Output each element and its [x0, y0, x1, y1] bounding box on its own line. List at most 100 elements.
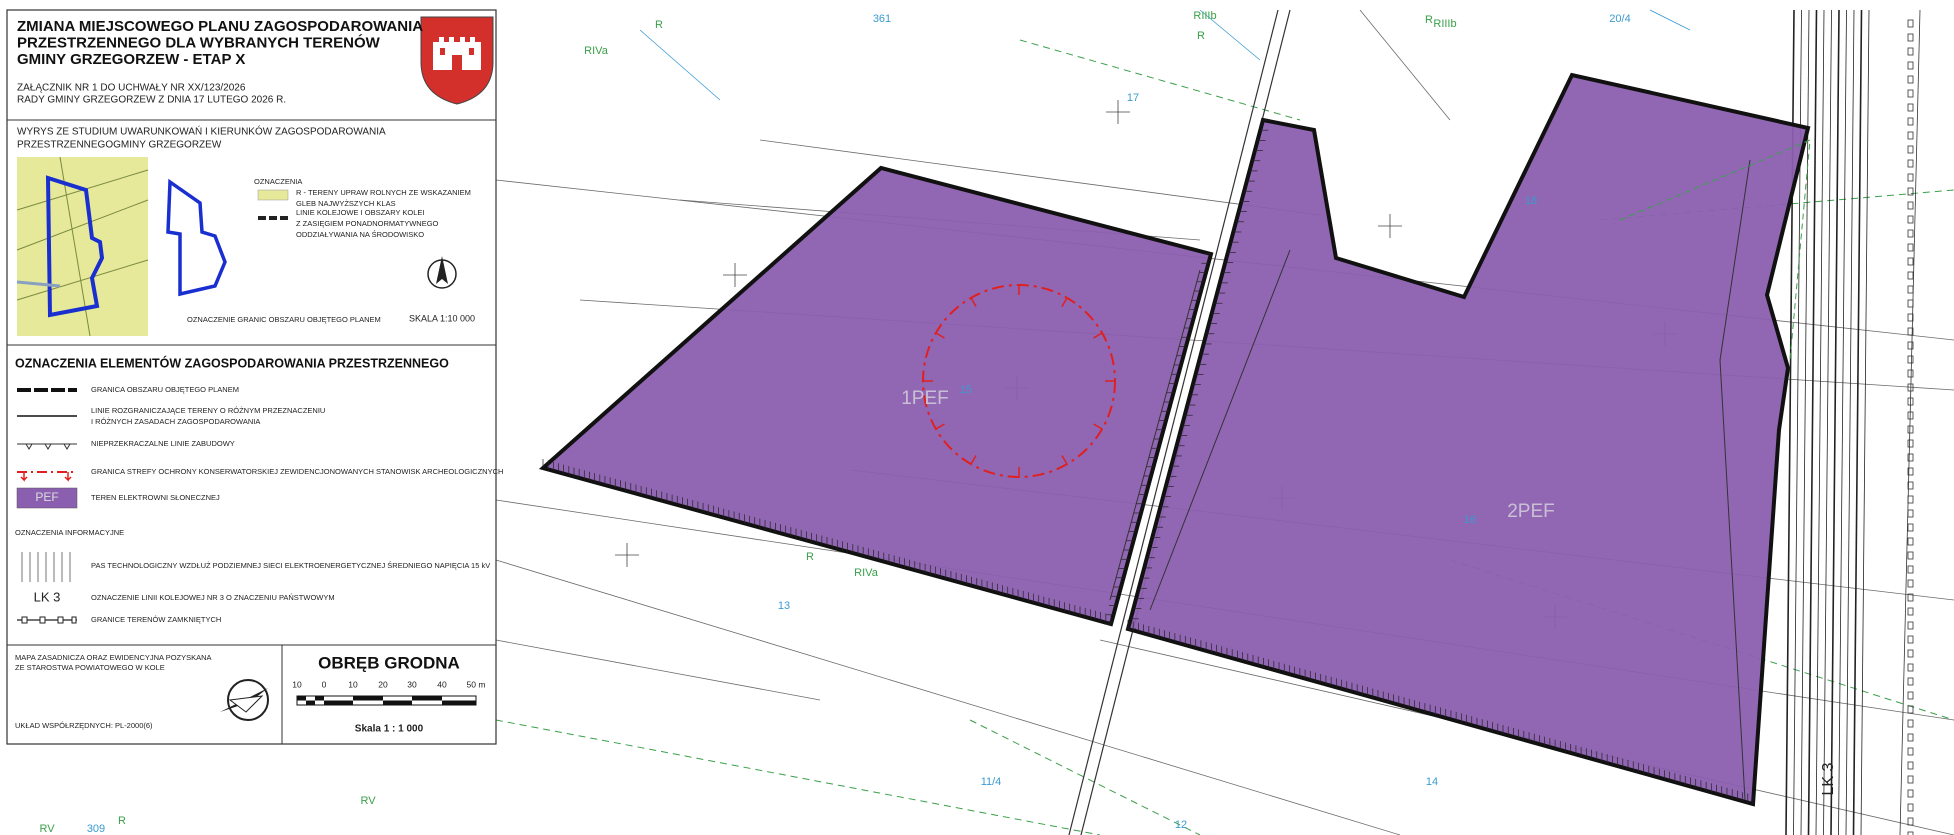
map-line — [1807, 9, 1818, 835]
map-line — [1907, 775, 1914, 784]
legend-item: LINIE ROZGRANICZAJĄCE TERENY O RÓŻNYM PR… — [91, 406, 325, 415]
map-line — [1907, 551, 1914, 560]
map-line — [495, 639, 821, 701]
scale-tick-label: 0 — [322, 679, 327, 689]
map-line — [1907, 481, 1914, 490]
map-label: R — [806, 551, 814, 563]
scale-tick-label: 30 — [407, 679, 417, 689]
scale-text: Skala 1 : 1 000 — [355, 724, 424, 735]
map-line — [1907, 369, 1914, 378]
map-line — [1907, 47, 1914, 56]
map-line — [1907, 229, 1914, 238]
map-line — [1907, 579, 1914, 588]
map-label: RIIIb — [1193, 10, 1216, 22]
legend-panel: ZMIANA MIEJSCOWEGO PLANU ZAGOSPODAROWANI… — [6, 9, 503, 745]
map-line — [1907, 75, 1914, 84]
map-label: R — [655, 19, 663, 31]
map-line — [1907, 89, 1914, 98]
map-line — [639, 29, 721, 101]
map-line — [1860, 9, 1870, 835]
map-line — [1823, 9, 1832, 835]
map-line — [1907, 187, 1914, 196]
map-line — [1649, 9, 1691, 31]
map-line — [1907, 635, 1914, 644]
map-line — [1800, 9, 1810, 835]
map-label: RIVa — [854, 567, 879, 579]
map-line — [1199, 9, 1261, 61]
map-line — [1907, 719, 1914, 728]
map-line — [1907, 467, 1914, 476]
scale-bar — [296, 695, 477, 706]
map-line — [1815, 9, 1825, 835]
map-label: 18 — [1525, 195, 1537, 207]
legend-symbol: LK 3 — [34, 589, 61, 604]
map-line — [1907, 327, 1914, 336]
map-line — [1907, 439, 1914, 448]
map-line — [970, 297, 977, 307]
map-line — [1907, 313, 1914, 322]
map-line — [1907, 201, 1914, 210]
map-line — [1907, 103, 1914, 112]
map-line — [1907, 173, 1914, 182]
coords-text: UKŁAD WSPÓŁRZĘDNYCH: PL-2000(6) — [15, 721, 153, 730]
panel-frame — [6, 9, 497, 745]
map-line — [1907, 537, 1914, 546]
map-line — [1907, 705, 1914, 714]
map-line — [1907, 19, 1914, 28]
precinct-name: OBRĘB GRODNA — [318, 653, 460, 672]
map-line — [969, 719, 1201, 835]
info-item: PAS TECHNOLOGICZNY WZDŁUŻ PODZIEMNEJ SIE… — [91, 561, 490, 570]
map-line — [1068, 9, 1279, 835]
legend-item: GRANICA OBSZARU OBJĘTEGO PLANEM — [91, 385, 239, 394]
map-line — [1907, 593, 1914, 602]
resolution-text: RADY GMINY GRZEGORZEW Z DNIA 17 LUTEGO 2… — [17, 95, 286, 106]
map-line — [1907, 341, 1914, 350]
map-line — [1907, 649, 1914, 658]
north-arrow — [220, 679, 269, 721]
map-line — [935, 332, 945, 339]
legend-item: TEREN ELEKTROWNI SŁONECZNEJ — [91, 493, 220, 502]
map-line — [1061, 297, 1068, 307]
map-label: 13 — [778, 600, 790, 612]
map-line — [495, 559, 1401, 835]
scale-tick-label: 10 — [292, 679, 302, 689]
boundary-note: OZNACZENIE GRANIC OBSZARU OBJĘTEGO PLANE… — [187, 315, 381, 324]
coat-of-arms — [420, 16, 494, 105]
plan-title: ZMIANA MIEJSCOWEGO PLANU ZAGOSPODAROWANI… — [17, 18, 423, 35]
map-line — [1907, 621, 1914, 630]
info-item: GRANICE TERENÓW ZAMKNIĘTYCH — [91, 615, 221, 624]
info-item: OZNACZENIE LINII KOLEJOWEJ NR 3 O ZNACZE… — [91, 593, 335, 602]
map-line — [1907, 243, 1914, 252]
solar-plant-area — [1125, 72, 1811, 807]
map-line — [1907, 425, 1914, 434]
study-legend-heading: OZNACZENIA — [254, 177, 302, 186]
map-line — [1907, 523, 1914, 532]
map-line — [1907, 691, 1914, 700]
map-line — [1061, 455, 1068, 465]
map-line — [1907, 789, 1914, 798]
map-label: RV — [360, 795, 376, 807]
map-line — [1907, 817, 1914, 826]
map-line — [1907, 565, 1914, 574]
source-text: ZE STAROSTWA POWIATOWEGO W KOLE — [15, 663, 165, 672]
resolution-text: ZAŁĄCZNIK NR 1 DO UCHWAŁY NR XX/123/2026 — [17, 83, 246, 94]
legend-title: OZNACZENIA ELEMENTÓW ZAGOSPODAROWANIA PR… — [15, 355, 449, 370]
building-line — [1109, 269, 1201, 601]
map-label: RIIIb — [1433, 18, 1456, 30]
map-line — [1838, 9, 1847, 835]
legend-item: NIEPRZEKRACZALNE LINIE ZABUDOWY — [91, 439, 235, 448]
map-line — [1907, 453, 1914, 462]
study-legend-item: GLEB NAJWYŻSZYCH KLAS — [296, 199, 396, 208]
legend-symbol: PEF — [35, 490, 58, 504]
map-label: 16 — [1464, 514, 1476, 526]
study-legend-item: R - TERENY UPRAW ROLNYCH ZE WSKAZANIEM — [296, 188, 471, 197]
map-label: 361 — [873, 13, 891, 25]
map-line — [1619, 139, 1811, 361]
plan-title: GMINY GRZEGORZEW - ETAP X — [17, 51, 245, 68]
study-thumbnail — [16, 156, 289, 337]
building-line — [1719, 159, 1751, 801]
map-line — [1907, 131, 1914, 140]
map-line — [1852, 9, 1863, 835]
